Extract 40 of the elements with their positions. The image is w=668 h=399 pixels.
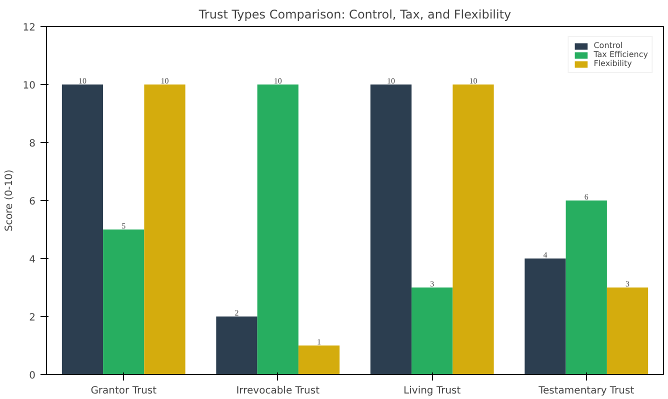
- y-tick-label: 8: [29, 138, 36, 150]
- legend-label: Control: [594, 41, 623, 50]
- data-label: 10: [78, 76, 86, 86]
- data-label: 1: [317, 338, 322, 346]
- y-tick-label: 4: [29, 254, 36, 266]
- y-axis-title: Score (0-10): [4, 170, 15, 232]
- data-label: 10: [386, 76, 395, 86]
- bar: [606, 288, 648, 374]
- x-tick-label: Grantor Trust: [90, 386, 157, 396]
- y-tick-label: 10: [22, 80, 36, 92]
- data-label: 10: [274, 76, 282, 86]
- data-label: 10: [469, 76, 478, 86]
- bar: [62, 84, 104, 374]
- bar: [566, 200, 607, 374]
- x-tick-label: Irrevocable Trust: [236, 386, 320, 396]
- legend-label: Flexibility: [594, 59, 632, 68]
- data-label: 3: [626, 280, 630, 288]
- data-label: 4: [543, 250, 548, 260]
- bar: [298, 346, 340, 374]
- data-label: 5: [122, 222, 126, 230]
- bar: [524, 258, 566, 374]
- x-tick-label: Living Trust: [404, 386, 461, 396]
- bar: [452, 84, 494, 374]
- bar: [216, 316, 258, 374]
- bar: [370, 84, 412, 374]
- bar: [412, 288, 453, 374]
- y-tick-label: 2: [29, 312, 36, 324]
- data-label: 3: [430, 280, 434, 288]
- legend-label: Tax Efficiency: [594, 50, 648, 59]
- y-tick-label: 0: [29, 370, 36, 382]
- bar: [144, 84, 186, 374]
- data-label: 2: [234, 308, 239, 318]
- bar: [257, 84, 298, 374]
- y-tick-label: 12: [22, 22, 36, 34]
- data-label: 6: [584, 192, 588, 202]
- bar: [103, 230, 144, 374]
- data-label: 10: [160, 76, 169, 86]
- x-tick-label: Testamentary Trust: [538, 386, 634, 396]
- y-tick-label: 6: [29, 196, 36, 208]
- chart-title: Trust Types Comparison: Control, Tax, and Flexibility: [198, 8, 512, 22]
